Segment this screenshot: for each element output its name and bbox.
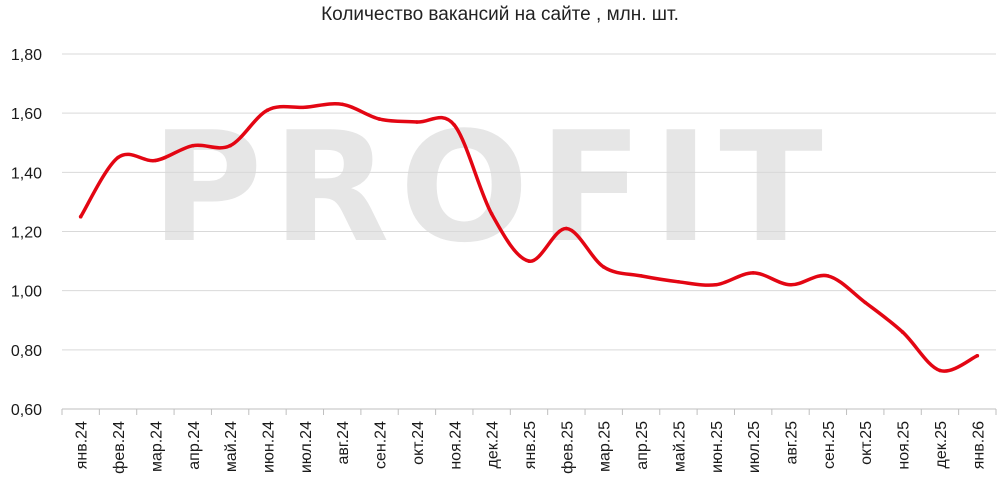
data-point [676, 279, 681, 284]
data-point [788, 282, 793, 287]
x-tick-label: июн.25 [709, 421, 726, 473]
data-point [751, 271, 755, 275]
data-point [601, 265, 606, 269]
y-tick-label: 1,80 [11, 47, 42, 64]
data-point [527, 259, 531, 263]
data-point [415, 120, 419, 124]
x-tick-label: янв.25 [522, 421, 539, 469]
series-layer [78, 102, 980, 373]
data-point [340, 102, 345, 107]
data-point [190, 143, 195, 148]
x-tick-label: май.25 [671, 421, 688, 472]
series-line [78, 102, 980, 373]
x-tick-label: янв.24 [74, 421, 91, 469]
y-axis-ticks: 0,60 0,80 1,00 1,20 1,40 1,60 1,80 [11, 47, 42, 419]
y-tick-label: 0,80 [11, 343, 42, 360]
x-axis [61, 408, 997, 415]
data-point [938, 368, 942, 373]
data-point [900, 330, 905, 334]
x-tick-label: апр.24 [186, 421, 203, 470]
y-tick-label: 1,20 [11, 225, 42, 242]
x-tick-label: сен.25 [821, 421, 838, 469]
x-tick-label: июл.24 [298, 421, 315, 473]
data-point [863, 300, 868, 305]
x-tick-label: дек.25 [933, 421, 950, 469]
data-point [489, 211, 494, 216]
gridlines [62, 53, 996, 410]
data-point [564, 226, 569, 231]
x-tick-label: фев.24 [111, 421, 128, 474]
chart-title: Количество вакансий на сайте , млн. шт. [321, 4, 679, 25]
y-tick-label: 1,40 [11, 165, 42, 182]
x-tick-label: авг.24 [335, 421, 352, 465]
data-point [639, 274, 643, 278]
x-tick-label: май.24 [223, 421, 240, 472]
data-point [265, 108, 270, 113]
y-tick-label: 1,00 [11, 284, 42, 301]
x-tick-label: ноя.25 [896, 421, 913, 470]
x-tick-label: апр.25 [634, 421, 651, 470]
x-tick-label: авг.25 [784, 421, 801, 465]
x-tick-label: мар.25 [597, 421, 614, 472]
data-point [78, 214, 83, 219]
data-point [452, 123, 457, 127]
x-tick-label: ноя.24 [447, 421, 464, 470]
x-tick-label: фев.25 [559, 421, 576, 474]
watermark-logo: PROFIT [151, 99, 833, 276]
data-point [377, 117, 382, 121]
y-tick-label: 1,60 [11, 106, 42, 123]
x-tick-label: июл.25 [746, 421, 763, 473]
x-tick-label: июн.24 [260, 421, 277, 473]
data-point [714, 282, 718, 287]
data-point [975, 353, 980, 358]
x-axis-ticks: янв.24 фев.24 мар.24 апр.24 май.24 июн.24 июл.… [74, 421, 988, 474]
x-tick-label: окт.25 [858, 421, 875, 465]
x-tick-label: окт.24 [410, 421, 427, 465]
x-tick-label: сен.24 [373, 421, 390, 469]
data-point [826, 274, 830, 278]
data-point [153, 158, 158, 163]
x-tick-label: дек.24 [485, 421, 502, 469]
x-tick-label: янв.26 [970, 421, 987, 469]
data-point [303, 105, 307, 110]
data-point [116, 155, 120, 160]
y-tick-label: 0,60 [11, 402, 42, 419]
data-point [228, 143, 232, 148]
x-tick-label: мар.24 [148, 421, 165, 472]
